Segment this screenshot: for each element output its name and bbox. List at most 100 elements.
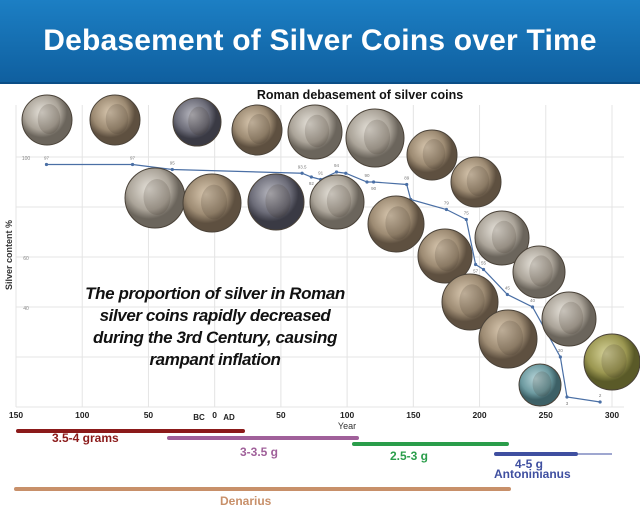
- data-point: [558, 355, 562, 359]
- data-point: [44, 162, 49, 167]
- data-label: 40: [530, 298, 536, 303]
- y-tick-label: 60: [23, 256, 29, 262]
- x-tick-label: 250: [539, 410, 553, 420]
- data-point: [444, 207, 449, 212]
- coin-portrait: [496, 320, 524, 356]
- coin-portrait: [385, 206, 411, 240]
- chart-title: Roman debasement of silver coins: [257, 88, 463, 102]
- coin-portrait: [532, 371, 552, 397]
- data-point: [530, 305, 535, 309]
- weight-bar-4-5g: [494, 452, 578, 456]
- weight-bar-3.5-4g: [16, 429, 245, 433]
- coin-image: [89, 94, 141, 146]
- coin-image: [182, 173, 242, 233]
- data-label: 93.5: [298, 164, 307, 169]
- weight-bar-2.5-3g: [352, 442, 509, 446]
- data-point: [372, 180, 376, 184]
- data-point: [565, 395, 569, 399]
- data-label: 89: [404, 176, 410, 181]
- data-point: [309, 175, 313, 179]
- x-axis-label: Year: [338, 421, 356, 431]
- coin-image: [21, 94, 73, 146]
- x-tick-label: 200: [472, 410, 486, 420]
- data-point: [300, 171, 304, 175]
- coin-portrait: [459, 284, 485, 318]
- coin-portrait: [37, 104, 61, 134]
- coin-image: [172, 97, 222, 147]
- y-axis-label: Silver content %: [4, 220, 14, 290]
- coin-portrait: [363, 119, 391, 155]
- data-label: 94: [334, 163, 340, 168]
- data-label: 55: [481, 261, 487, 266]
- coin-image: [518, 363, 562, 407]
- weight-label-3.5-4g: 3.5-4 grams: [52, 431, 119, 445]
- coin-image: [309, 174, 365, 230]
- data-label: 97: [130, 156, 136, 161]
- coin-portrait: [422, 139, 446, 169]
- data-label: 97: [44, 156, 50, 161]
- weight-bar-3-3.5g: [167, 436, 359, 440]
- coin-image: [474, 210, 530, 266]
- coin-portrait: [529, 255, 553, 287]
- x-tick-label: 50: [276, 410, 286, 420]
- y-tick-label: 40: [23, 306, 29, 312]
- page-title: Debasement of Silver Coins over Time: [43, 24, 597, 57]
- data-label: 3: [566, 401, 569, 406]
- coin-portrait: [188, 106, 210, 136]
- coin-portrait: [491, 220, 517, 254]
- data-point: [481, 267, 486, 272]
- data-label: 90: [364, 173, 370, 178]
- data-label: 91: [318, 171, 324, 176]
- x-tick-label: 100: [75, 410, 89, 420]
- coin-portrait: [105, 104, 129, 134]
- era-bc: BC: [193, 413, 205, 422]
- coin-image: [541, 291, 597, 347]
- weight-label-2.5-3g: 2.5-3 g: [390, 449, 429, 463]
- coin-image: [367, 195, 425, 253]
- coin-portrait: [265, 184, 291, 218]
- coin-image: [583, 333, 640, 391]
- denarius-bar: [14, 487, 511, 491]
- title-banner: Debasement of Silver Coins over Time: [0, 0, 640, 84]
- data-point: [598, 400, 602, 404]
- data-point: [505, 292, 509, 297]
- coin-portrait: [601, 344, 627, 378]
- x-tick-label: 50: [144, 410, 154, 420]
- data-label: 92: [309, 181, 315, 186]
- x-tick-label: 300: [605, 410, 619, 420]
- coin-portrait: [434, 238, 460, 272]
- data-label: 20: [558, 348, 564, 353]
- coin-image: [406, 129, 458, 181]
- data-point: [130, 162, 135, 167]
- coin-image: [478, 309, 538, 369]
- weight-label-4-5g: 4-5 g: [515, 457, 544, 471]
- x-tick-label: 150: [9, 410, 23, 420]
- antoninianus-label: Antoninianus: [494, 467, 571, 481]
- data-label: 90: [371, 186, 377, 191]
- data-label: 57: [473, 269, 479, 274]
- data-point: [365, 180, 369, 184]
- y-tick-label: 100: [22, 156, 31, 162]
- coin-image: [450, 156, 502, 208]
- data-label: 75: [464, 211, 470, 216]
- weight-label-3-3.5g: 3-3.5 g: [240, 445, 279, 459]
- coin-portrait: [558, 301, 584, 335]
- data-label: 45: [505, 286, 511, 291]
- denarius-label: Denarius: [220, 494, 272, 508]
- x-tick-label: 0: [212, 410, 217, 420]
- coin-image: [512, 245, 566, 299]
- coin-portrait: [247, 114, 271, 144]
- coin-portrait: [143, 179, 171, 215]
- coin-portrait: [304, 114, 330, 148]
- debasement-chart: Roman debasement of silver coins Silver …: [4, 88, 640, 491]
- data-point: [170, 167, 174, 172]
- data-label: 95: [170, 161, 176, 166]
- coin-image: [417, 228, 473, 284]
- coin-image: [231, 104, 283, 156]
- coin-image: [247, 173, 305, 231]
- annotation-text: The proportion of silver in Roman silver…: [85, 284, 345, 369]
- data-point: [473, 262, 478, 267]
- coin-image: [345, 108, 405, 168]
- coin-portrait: [466, 166, 490, 196]
- coin-image: [441, 273, 499, 331]
